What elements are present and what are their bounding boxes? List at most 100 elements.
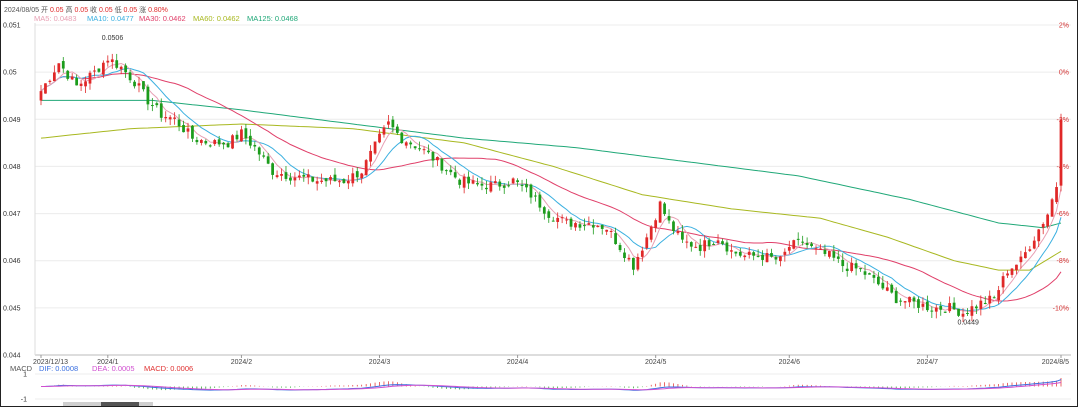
candle-body xyxy=(195,139,199,143)
candle-body xyxy=(382,127,386,135)
candle-body xyxy=(1055,187,1058,203)
pct-tick-label: -2% xyxy=(1057,117,1069,124)
dea-line xyxy=(41,382,1062,391)
y-tick-label: 0.044 xyxy=(3,353,21,360)
candle-body xyxy=(1019,256,1023,263)
candle-body xyxy=(364,160,368,175)
y-axis-left: 0.051 0.05 0.049 0.048 0.047 0.046 0.045 0.044 xyxy=(3,23,21,360)
candle-body xyxy=(133,81,136,87)
candle-body xyxy=(61,61,65,69)
candle-body xyxy=(743,255,747,258)
candle-body xyxy=(881,282,885,289)
candle-body xyxy=(667,216,671,221)
candle-body xyxy=(547,211,551,218)
candle-body xyxy=(106,60,110,63)
ma-legend: MA5: 0.0483 MA10: 0.0477 MA30: 0.0462 MA60:… xyxy=(34,14,298,23)
candle-body xyxy=(329,177,332,180)
candle-body xyxy=(306,174,310,178)
candle-body xyxy=(520,184,524,186)
candle-body xyxy=(39,91,43,101)
ma-legend-item: MA10: 0.0477 xyxy=(87,14,134,23)
candle-body xyxy=(890,284,894,293)
candle-body xyxy=(774,257,778,260)
x-tick-label: 2024/5 xyxy=(645,359,667,366)
candle-body xyxy=(413,146,417,149)
macd-title: MACD xyxy=(10,364,33,373)
candle-body xyxy=(231,135,234,149)
candle-body xyxy=(716,240,720,244)
ma60-line xyxy=(40,123,1062,271)
candle-body xyxy=(591,225,595,228)
candle-body xyxy=(226,143,230,148)
candle-body xyxy=(689,242,693,247)
candle-body xyxy=(1023,252,1027,259)
y-tick-label: 0.05 xyxy=(3,70,17,77)
candle-body xyxy=(480,183,484,186)
x-axis: 2023/12/13 2024/1 2024/2 2024/3 2024/4 2024/5… xyxy=(33,355,1069,366)
ma-legend-item: MA30: 0.0462 xyxy=(139,14,186,23)
pct-tick-label: 2% xyxy=(1059,23,1069,30)
candle-body xyxy=(850,262,854,272)
candle-body xyxy=(810,243,813,247)
candle-body xyxy=(583,225,586,227)
candle-body xyxy=(596,226,600,228)
candle-body xyxy=(48,80,52,82)
candle-body xyxy=(110,59,114,62)
candle-body xyxy=(351,173,355,184)
candle-body xyxy=(1010,268,1014,275)
candle-body xyxy=(738,251,742,256)
candle-body xyxy=(70,76,74,80)
candle-body xyxy=(84,81,87,87)
candle-body xyxy=(293,177,297,181)
candle-body xyxy=(485,187,488,190)
candle-body xyxy=(623,252,626,259)
x-tick-label: 2024/2 xyxy=(231,359,253,366)
candle-body xyxy=(186,128,190,132)
time-scrollbar[interactable] xyxy=(63,402,153,407)
moving-average-lines xyxy=(40,62,1062,313)
candle-body xyxy=(966,312,969,314)
y-tick-label: 0.047 xyxy=(3,211,21,218)
candle-body xyxy=(1015,264,1018,271)
x-tick-label: 2023/12/13 xyxy=(33,359,68,366)
ma10-line xyxy=(40,67,1062,312)
candle-body xyxy=(578,224,582,228)
candle-body xyxy=(516,180,519,183)
candle-body xyxy=(1028,249,1032,251)
candle-body xyxy=(943,311,947,313)
candle-body xyxy=(248,135,252,146)
candle-body xyxy=(863,271,867,275)
candle-body xyxy=(422,149,426,151)
candle-body xyxy=(841,259,845,267)
candle-body xyxy=(565,219,568,221)
candle-body xyxy=(1059,119,1063,186)
candle-body xyxy=(917,299,920,308)
high-price-label: 0.0506 xyxy=(102,35,124,42)
candle-body xyxy=(618,245,622,251)
candle-body xyxy=(101,62,105,75)
candle-body xyxy=(387,121,390,125)
candle-body xyxy=(672,221,675,231)
candle-body xyxy=(805,242,809,246)
candle-body xyxy=(970,306,974,316)
candle-body xyxy=(542,207,546,214)
candle-body xyxy=(529,184,533,198)
candle-body xyxy=(770,253,773,257)
candle-body xyxy=(449,169,453,173)
candle-body xyxy=(600,224,604,229)
pct-tick-label: -10% xyxy=(1053,305,1069,312)
candle-body xyxy=(66,70,70,79)
macd-y-tick: -1 xyxy=(21,397,27,404)
ma30-line xyxy=(40,72,1062,302)
candle-body xyxy=(609,230,613,232)
candle-body xyxy=(297,175,301,178)
candle-body xyxy=(498,181,502,187)
candle-body xyxy=(908,296,911,303)
candle-body xyxy=(404,142,408,146)
candle-body xyxy=(493,181,497,184)
candle-body xyxy=(899,300,903,302)
ma-legend-item: MA60: 0.0462 xyxy=(193,14,240,23)
candle-body xyxy=(128,72,132,81)
candle-body xyxy=(75,78,79,86)
candle-body xyxy=(280,174,283,176)
